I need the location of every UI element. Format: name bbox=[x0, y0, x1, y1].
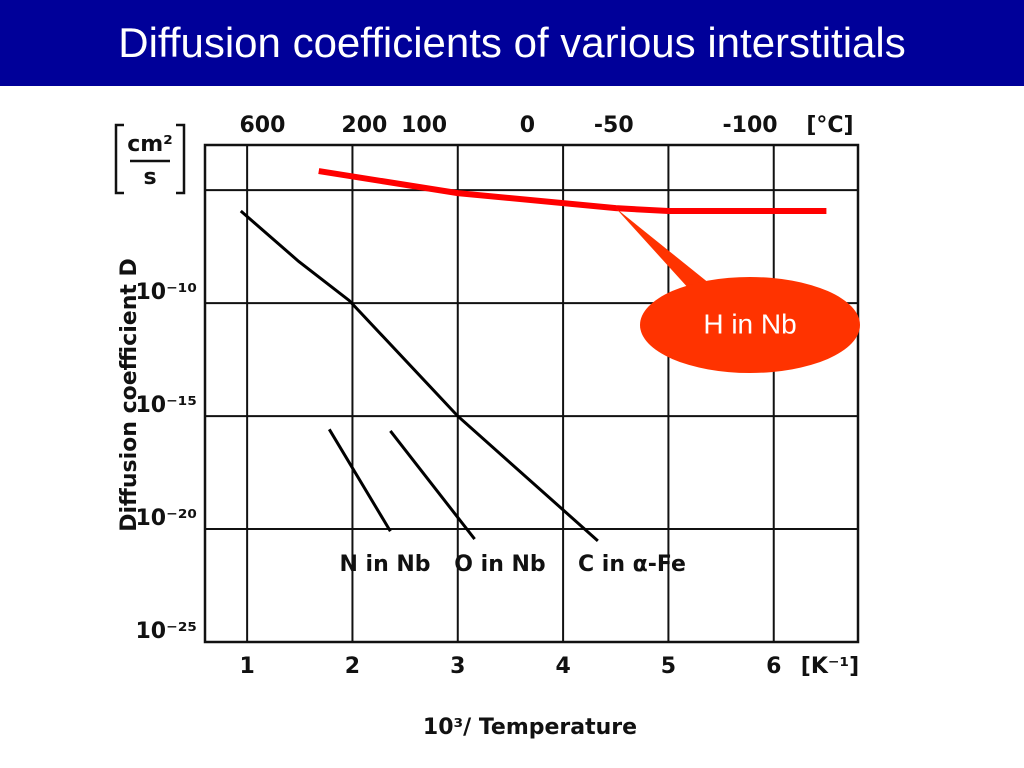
top-axis-label: [°C] bbox=[806, 113, 853, 138]
series-label: O in Nb bbox=[454, 552, 545, 577]
series-line bbox=[327, 428, 392, 533]
unit-brackets bbox=[114, 123, 186, 195]
x-tick-label: 2 bbox=[345, 654, 360, 679]
top-tick-label: 200 bbox=[341, 113, 387, 138]
y-tick-label: 10⁻²⁰ bbox=[136, 506, 198, 531]
title-bar: Diffusion coefficients of various inters… bbox=[0, 0, 1024, 86]
x-tick-label: 4 bbox=[555, 654, 570, 679]
callout-pointer bbox=[615, 208, 730, 300]
series-line bbox=[318, 168, 827, 214]
y-tick-label: 10⁻¹⁰ bbox=[136, 280, 198, 305]
x-tick-label: 1 bbox=[239, 654, 254, 679]
series-line bbox=[239, 209, 599, 542]
series-line bbox=[389, 430, 476, 540]
series-label: C in α-Fe bbox=[578, 552, 686, 577]
callout-bubble bbox=[640, 277, 860, 373]
y-unit-denominator: s bbox=[143, 165, 156, 190]
x-unit: [K⁻¹] bbox=[801, 654, 859, 679]
x-axis-label: 10³/ Temperature bbox=[423, 715, 637, 740]
slide-title: Diffusion coefficients of various inters… bbox=[118, 19, 906, 66]
callout-label: H in Nb bbox=[703, 308, 796, 339]
top-tick-label: 100 bbox=[401, 113, 447, 138]
x-tick-label: 6 bbox=[766, 654, 781, 679]
top-tick-label: 0 bbox=[520, 113, 535, 138]
y-axis-label: Diffusion coefficient D bbox=[117, 258, 142, 532]
top-tick-label: 600 bbox=[239, 113, 285, 138]
y-unit-numerator: cm² bbox=[127, 132, 173, 157]
top-tick-label: -50 bbox=[594, 113, 634, 138]
x-tick-label: 5 bbox=[661, 654, 676, 679]
series-label: N in Nb bbox=[339, 552, 430, 577]
y-tick-label: 10⁻²⁵ bbox=[136, 619, 198, 644]
top-tick-label: -100 bbox=[723, 113, 778, 138]
x-tick-label: 3 bbox=[450, 654, 465, 679]
y-tick-label: 10⁻¹⁵ bbox=[136, 393, 198, 418]
